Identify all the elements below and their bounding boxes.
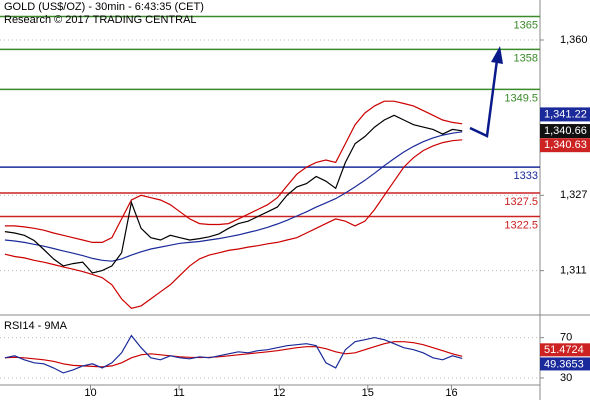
chart-title: GOLD (US$/OZ) - 30min - 6:43:35 (CET)	[4, 1, 204, 13]
y-tick-label: 1,311	[560, 265, 587, 277]
y-tick-label: 1,360	[560, 34, 588, 46]
level-label: 1365	[514, 19, 538, 31]
price-box	[540, 138, 590, 153]
series-line	[4, 114, 463, 274]
forecast-arrow	[469, 59, 499, 138]
y-tick-label: 1,327	[560, 189, 588, 201]
price-box-label: 1,340.66	[544, 125, 587, 137]
x-tick-label: 15	[362, 387, 374, 399]
price-box	[540, 107, 590, 122]
value-box-label: 51.4724	[544, 344, 584, 356]
series-line	[4, 334, 463, 374]
x-tick-label: 10	[84, 387, 96, 399]
level-label: 1322.5	[504, 219, 538, 231]
chart-subtitle: Research © 2017 TRADING CENTRAL	[4, 14, 197, 26]
price-box	[540, 124, 590, 139]
x-tick-label: 16	[445, 387, 457, 399]
series-line	[4, 131, 463, 262]
level-label: 1349.5	[504, 92, 538, 104]
forecast-arrowhead	[491, 46, 503, 64]
price-panel: 1,311 1,327 1,360 1365 1358 1349.5 1333 1327.5 1…	[0, 15, 590, 309]
price-box-label: 1,340.63	[544, 139, 587, 151]
value-box	[540, 357, 590, 371]
level-label: 1358	[514, 52, 538, 64]
level-label: 1327.5	[504, 196, 538, 208]
x-tick-label: 12	[273, 387, 285, 399]
value-box	[540, 343, 590, 357]
value-box-label: 49.3653	[544, 358, 584, 370]
rsi-title: RSI14 - 9MA	[4, 320, 68, 332]
y-tick-label: 30	[560, 372, 572, 384]
x-tick-label: 11	[173, 387, 184, 399]
series-line	[4, 139, 463, 309]
series-line	[4, 341, 463, 368]
level-label: 1333	[514, 170, 538, 182]
price-box-label: 1,341.22	[544, 108, 587, 120]
series-line	[4, 100, 463, 243]
y-tick-label: 70	[560, 332, 572, 344]
